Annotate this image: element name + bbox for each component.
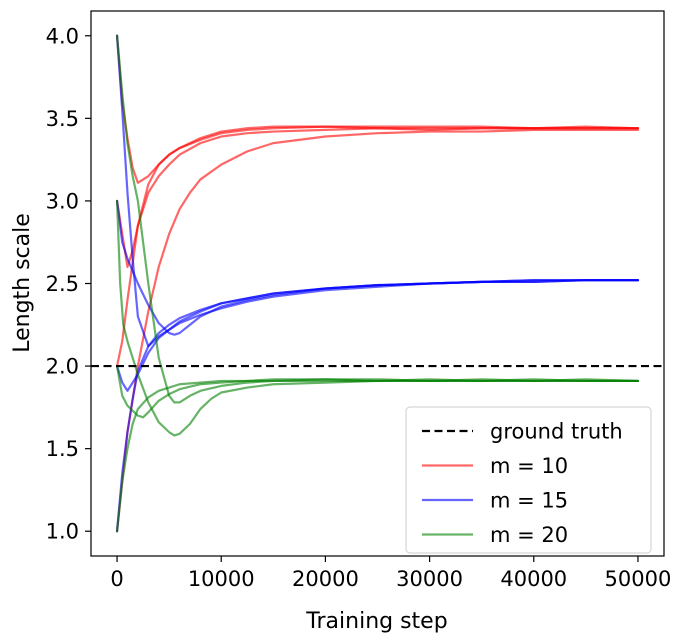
y-tick-label: 2.0 <box>46 355 79 379</box>
x-tick-label: 10000 <box>188 567 255 591</box>
x-axis-ticks: 0 10000 20000 30000 40000 50000 <box>110 556 671 591</box>
series-m-10-run-4 <box>115 128 640 533</box>
series-m-15-run-4 <box>115 34 640 348</box>
y-axis-label: Length scale <box>10 213 35 353</box>
x-tick-label: 30000 <box>396 567 463 591</box>
x-tick-label: 40000 <box>500 567 567 591</box>
series-m-20-run-4 <box>115 378 640 533</box>
series-m-10-run-3 <box>115 125 640 368</box>
legend-label-m-20: m = 20 <box>490 523 568 547</box>
y-tick-label: 1.5 <box>46 437 79 461</box>
y-axis-ticks: 1.0 1.5 2.0 2.5 3.0 3.5 4.0 <box>46 24 91 544</box>
y-tick-label: 1.0 <box>46 520 79 544</box>
series-m-10-run-2 <box>115 127 640 269</box>
y-tick-label: 3.0 <box>46 189 79 213</box>
x-tick-label: 20000 <box>292 567 359 591</box>
x-tick-label: 0 <box>110 567 123 591</box>
series-layer <box>115 34 640 533</box>
y-tick-label: 3.5 <box>46 107 79 131</box>
y-tick-label: 2.5 <box>46 272 79 296</box>
legend-label-m-10: m = 10 <box>490 454 568 478</box>
legend-box <box>405 406 652 554</box>
legend-label-ground-truth: ground truth <box>490 420 623 444</box>
legend: ground truth m = 10 m = 15 m = 20 <box>405 406 652 554</box>
legend-label-m-15: m = 15 <box>490 489 568 513</box>
x-axis-label: Training step <box>305 609 447 634</box>
y-tick-label: 4.0 <box>46 24 79 48</box>
x-tick-label: 50000 <box>605 567 672 591</box>
